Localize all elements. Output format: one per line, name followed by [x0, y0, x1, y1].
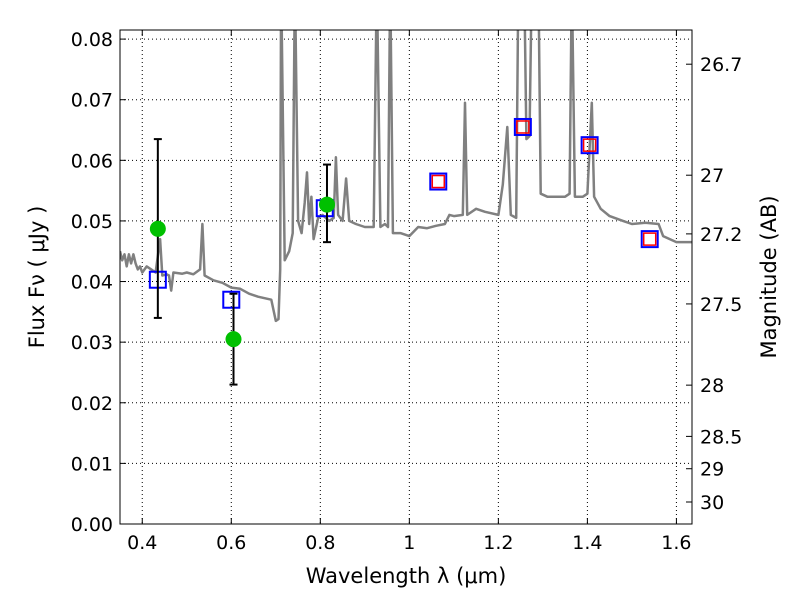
- y2-tick-label: 30: [700, 492, 724, 514]
- y-axis-label: Flux Fν ( μJy ): [25, 206, 49, 349]
- x-tick-label: 0.4: [127, 532, 157, 554]
- y2-tick-label: 29: [700, 459, 724, 481]
- y-tick-label: 0.00: [71, 514, 113, 536]
- y-tick-label: 0.02: [71, 393, 113, 415]
- ticks: 0.4 0.6 0.8 1 1.2 1.4 1.6 0.00 0.01 0.02 0.03 0.04 0…: [71, 29, 743, 554]
- y2-tick-label: 27: [700, 165, 724, 187]
- x-tick-label: 1.2: [483, 532, 513, 554]
- y-tick-label: 0.01: [71, 453, 113, 475]
- model-square-marker: [640, 230, 659, 249]
- y-tick-label: 0.06: [71, 150, 113, 172]
- y2-tick-label: 26.7: [700, 54, 742, 76]
- x-tick-label: 1.4: [572, 532, 602, 554]
- y2-tick-label: 27.5: [700, 294, 742, 316]
- model-inner-square-marker: [582, 138, 597, 152]
- y-tick-label: 0.03: [71, 332, 113, 354]
- model-square-marker: [580, 136, 599, 155]
- y2-tick-label: 28.5: [700, 426, 742, 448]
- y-tick-label: 0.08: [71, 29, 113, 51]
- x-tick-label: 1: [403, 532, 415, 554]
- y2-tick-label: 28: [700, 375, 724, 397]
- photometry-point: [149, 220, 166, 237]
- x-axis-label: Wavelength λ (μm): [306, 564, 507, 588]
- x-tick-label: 1.6: [661, 532, 691, 554]
- y-tick-label: 0.05: [71, 211, 113, 233]
- y2-tick-label: 27.2: [700, 224, 742, 246]
- x-tick-label: 0.6: [216, 532, 246, 554]
- spectrum-line: [120, 30, 692, 323]
- plot-frame: [119, 29, 693, 525]
- model-square-marker: [222, 290, 241, 309]
- model-square-marker: [429, 172, 448, 191]
- model-inner-square-marker: [516, 120, 530, 134]
- y-tick-label: 0.07: [71, 90, 113, 112]
- photometry-point: [318, 196, 335, 213]
- x-tick-label: 0.8: [305, 532, 335, 554]
- model-square-marker: [513, 117, 532, 136]
- model-inner-square-marker: [431, 174, 446, 189]
- plot-area: [120, 30, 692, 386]
- y-tick-label: 0.04: [71, 272, 113, 294]
- y2-axis-label: Magnitude (AB): [757, 195, 781, 358]
- photometry-point: [225, 331, 242, 348]
- model-inner-square-marker: [642, 232, 657, 246]
